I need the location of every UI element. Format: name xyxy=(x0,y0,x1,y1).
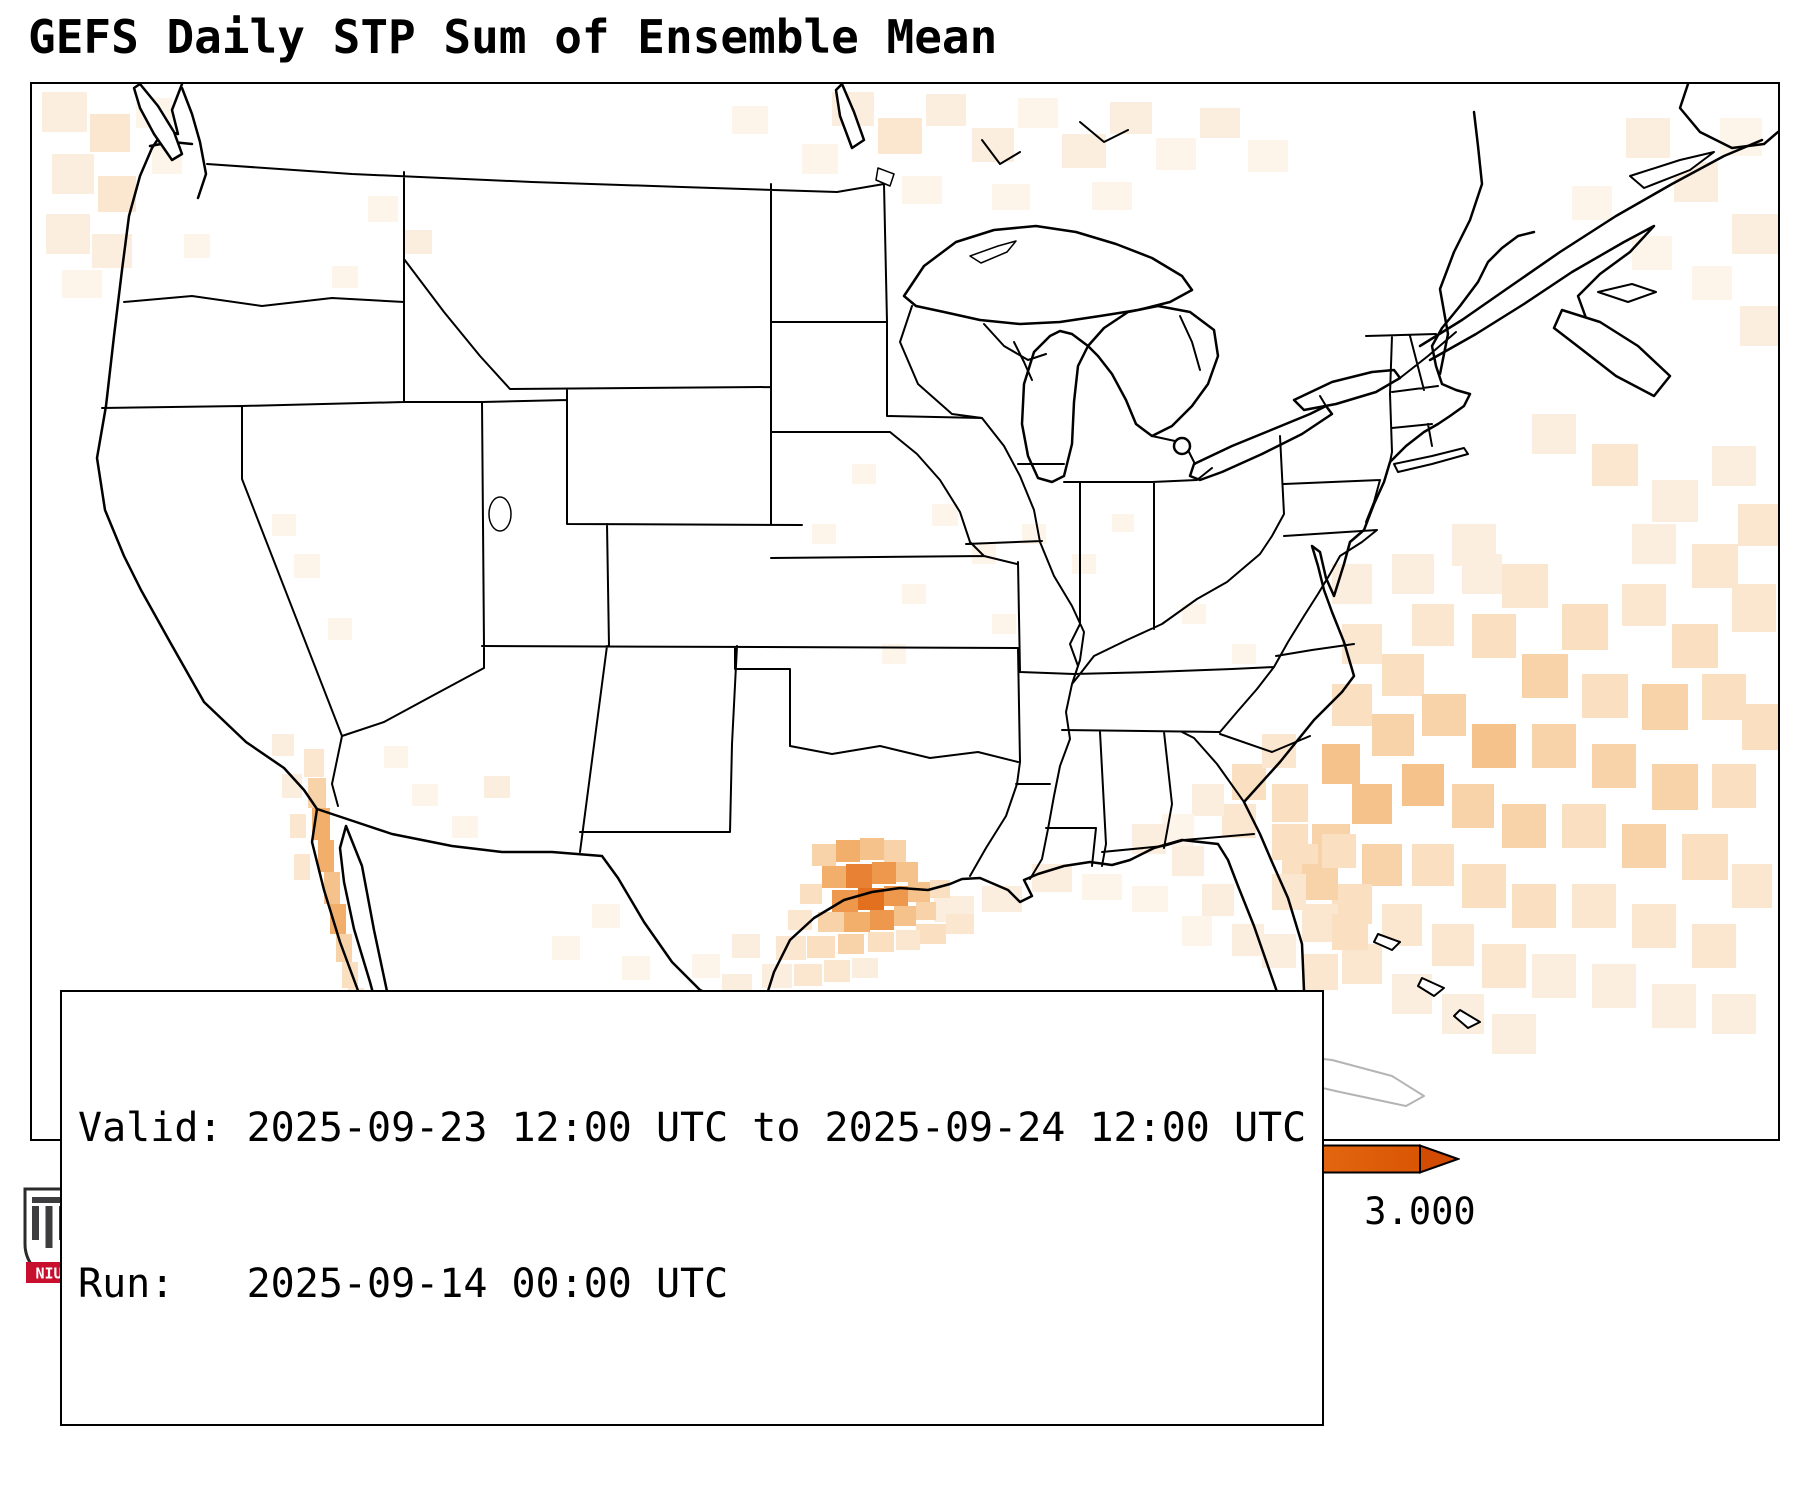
lakes xyxy=(488,84,1402,532)
maine-canada-border xyxy=(1438,110,1484,376)
lake-st-clair xyxy=(1172,436,1192,456)
coastlines xyxy=(95,84,1778,1139)
page-title: GEFS Daily STP Sum of Ensemble Mean xyxy=(28,10,998,64)
bahamas xyxy=(1373,933,1481,1029)
lake-of-the-woods xyxy=(875,167,895,187)
us-map xyxy=(42,84,1778,1139)
prince-edward-island xyxy=(1597,283,1657,303)
lake-winnipeg xyxy=(834,84,866,150)
colorbar-over-arrow xyxy=(1419,1144,1461,1174)
great-salt-lake xyxy=(488,496,512,532)
state-borders-path xyxy=(101,163,1457,880)
run-time-line: Run: 2025-09-14 00:00 UTC xyxy=(78,1261,729,1307)
colorbar-tick: 3.000 xyxy=(1364,1190,1476,1233)
lake-ontario xyxy=(1292,368,1402,412)
stp-shading-layer xyxy=(42,92,1778,1139)
vancouver-island xyxy=(132,84,184,162)
lake-huron xyxy=(1086,304,1220,438)
map-frame: Valid: 2025-09-23 12:00 UTC to 2025-09-2… xyxy=(30,82,1780,1426)
logo-text: NIU xyxy=(35,1265,62,1283)
validity-info-box: Valid: 2025-09-23 12:00 UTC to 2025-09-2… xyxy=(60,990,1325,1426)
lake-superior xyxy=(902,224,1194,326)
anticosti-island xyxy=(1629,151,1715,189)
nova-scotia xyxy=(1552,308,1672,398)
lake-connectors xyxy=(1013,315,1327,465)
valid-time-line: Valid: 2025-09-23 12:00 UTC to 2025-09-2… xyxy=(78,1105,1307,1151)
isle-royale xyxy=(969,240,1017,264)
long-island xyxy=(1393,447,1469,473)
state-borders xyxy=(101,163,1469,880)
st-lawrence-north-shore xyxy=(1418,138,1764,348)
lake-michigan xyxy=(1020,329,1090,484)
st-lawrence-south-shore xyxy=(1428,224,1656,362)
canadian-lakes xyxy=(981,121,1129,165)
newfoundland-coast xyxy=(1678,84,1778,150)
